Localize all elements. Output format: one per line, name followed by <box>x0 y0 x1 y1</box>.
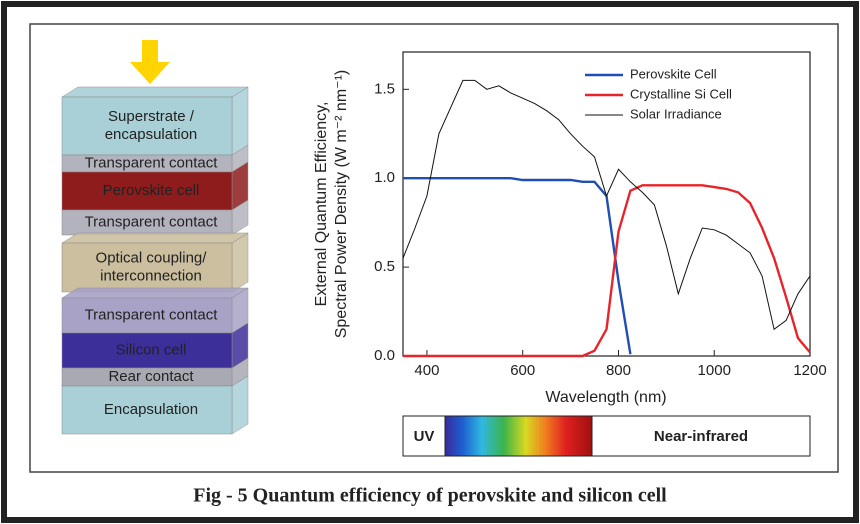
layer-label: Transparent contact <box>85 306 219 323</box>
layer <box>61 332 233 369</box>
layer-label: Encapsulation <box>104 401 198 418</box>
inner-border <box>29 23 839 473</box>
layer <box>61 96 233 156</box>
y-axis-label: External Quantum Efficiency, <box>313 102 330 307</box>
legend-label: Crystalline Si Cell <box>630 86 732 101</box>
uv-box <box>402 415 446 457</box>
x-tick-label: 1200 <box>793 362 826 379</box>
layer <box>61 209 233 236</box>
series-line <box>402 79 811 331</box>
layer-stack: Superstrate /encapsulation Transparent co… <box>61 86 249 435</box>
layer-label: encapsulation <box>105 126 198 143</box>
layer <box>61 242 233 293</box>
layer-label: Transparent contact <box>85 213 219 230</box>
y-tick-label: 0.5 <box>374 258 395 275</box>
y-tick-label: 1.0 <box>374 169 395 186</box>
legend-label: Solar Irradiance <box>630 106 722 121</box>
layer-label: Optical coupling/ <box>96 249 208 266</box>
layer-side <box>231 232 249 293</box>
y-axis-label: Spectral Power Density (W m⁻² nm⁻¹) <box>333 70 350 338</box>
layer-label: Perovskite cell <box>103 182 200 199</box>
layer-label: interconnection <box>100 267 202 284</box>
y-tick-label: 0.0 <box>374 347 395 364</box>
layer-top <box>61 86 249 98</box>
x-tick-label: 1000 <box>698 362 731 379</box>
series-line <box>403 177 632 355</box>
layer-side <box>231 86 249 156</box>
layer-label: Silicon cell <box>116 341 187 358</box>
layer-label: Rear contact <box>108 368 194 385</box>
x-tick-label: 600 <box>510 362 535 379</box>
uv-label: UV <box>414 428 435 445</box>
visible-spectrum <box>444 415 593 457</box>
layer-top <box>61 287 249 299</box>
layer-side <box>231 375 249 435</box>
caption: Fig - 5 Quantum efficiency of perovskite… <box>193 485 667 507</box>
nir-label: Near-infrared <box>654 428 748 445</box>
plot-frame <box>402 51 811 357</box>
series-line <box>403 184 811 358</box>
layer-label: Transparent contact <box>85 154 219 171</box>
nir-box <box>591 415 811 457</box>
x-tick-label: 800 <box>606 362 631 379</box>
layer <box>61 385 233 435</box>
legend-label: Perovskite Cell <box>630 66 717 81</box>
layer-label: Superstrate / <box>108 108 195 125</box>
layer-top <box>61 232 249 244</box>
layer <box>61 297 233 334</box>
light-arrow <box>130 40 170 84</box>
x-axis-label: Wavelength (nm) <box>545 389 666 406</box>
x-tick-label: 400 <box>414 362 439 379</box>
y-tick-label: 1.5 <box>374 80 395 97</box>
